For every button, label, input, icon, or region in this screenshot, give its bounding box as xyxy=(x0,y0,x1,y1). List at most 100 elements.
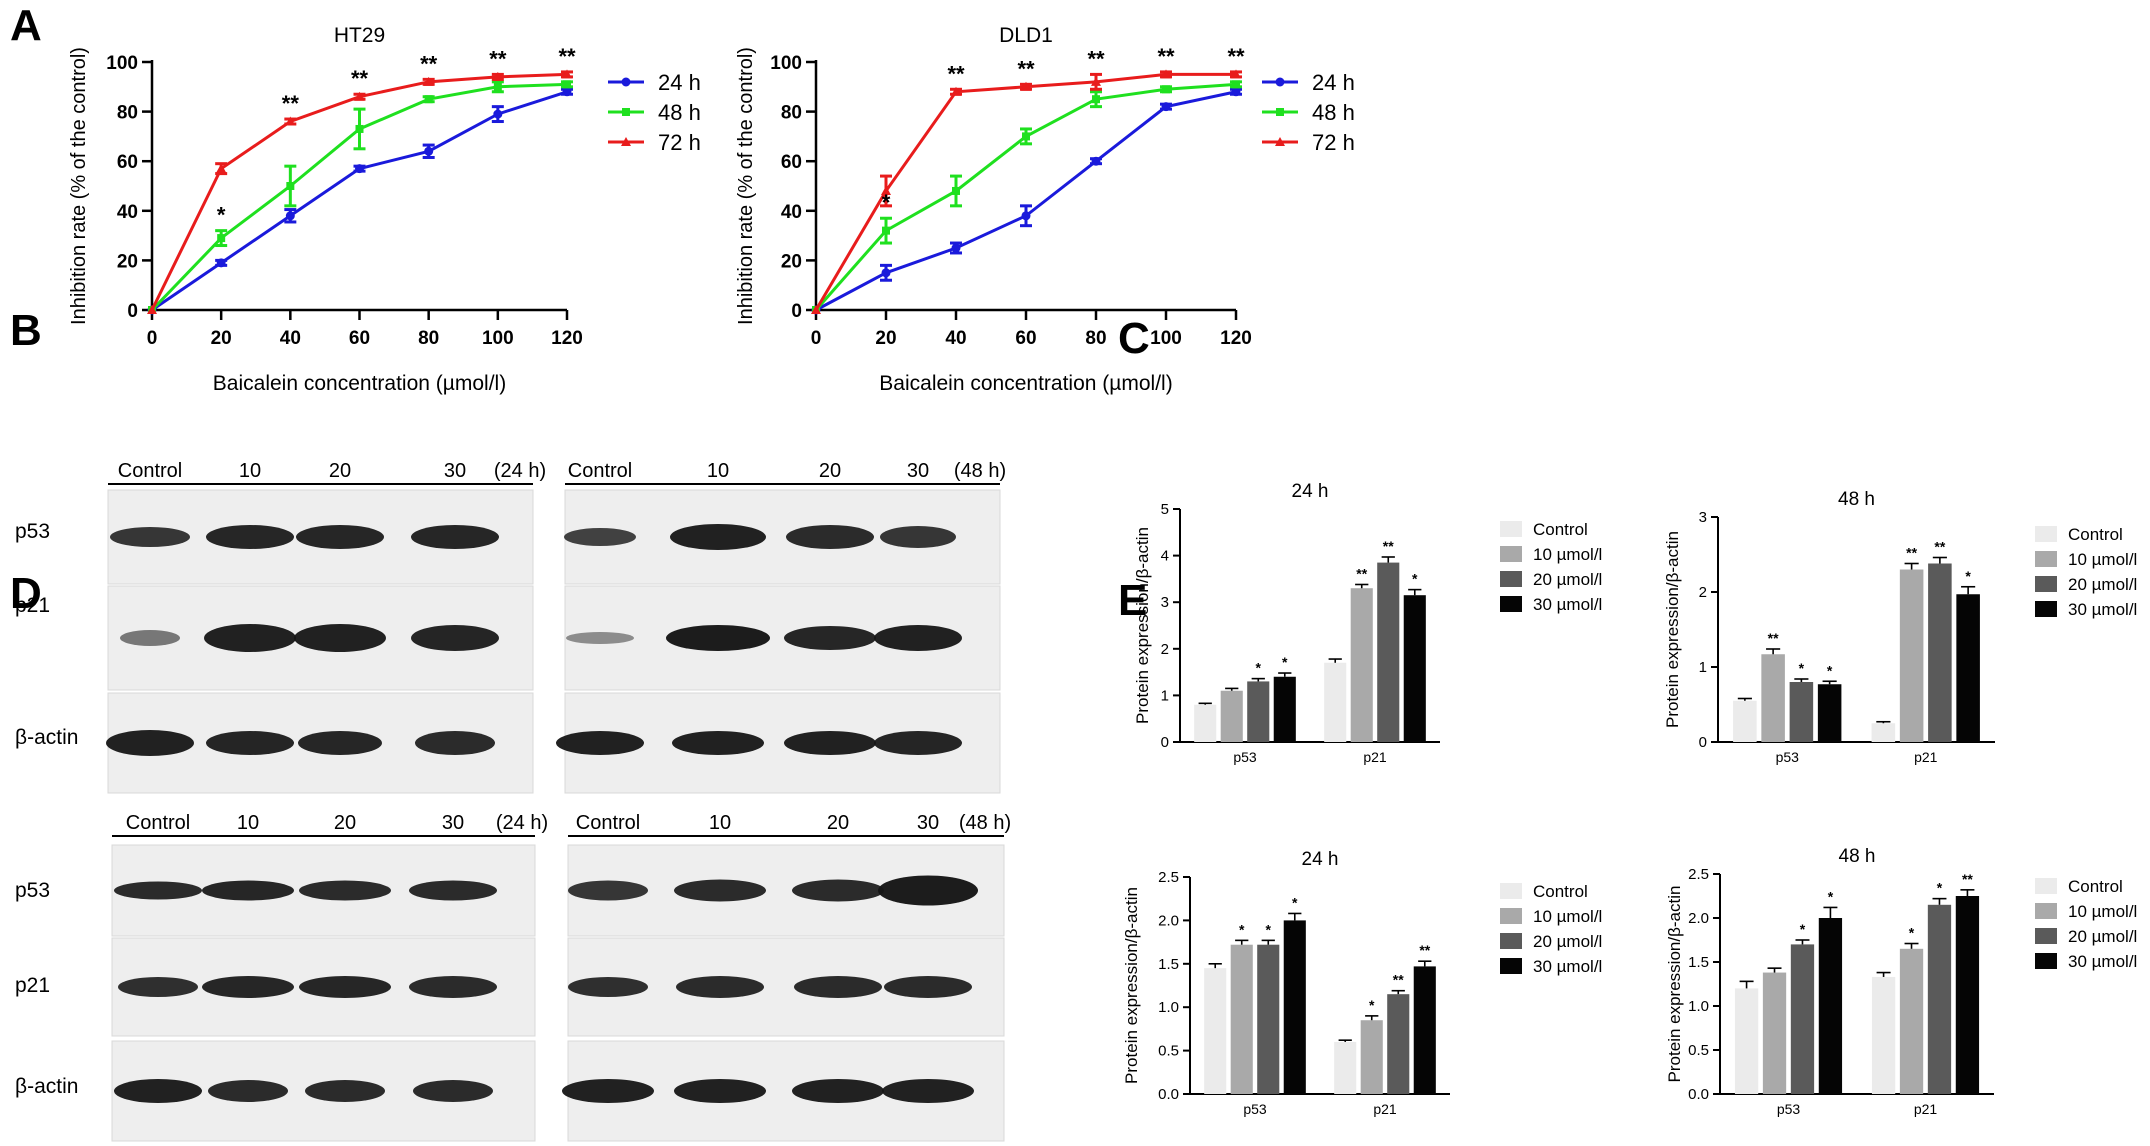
legend-swatch xyxy=(2035,551,2057,567)
panel-letters: A B C D E xyxy=(10,1,1150,625)
data-point xyxy=(881,185,891,195)
significance-mark: ** xyxy=(282,91,300,116)
chart-title: 24 h xyxy=(1292,481,1329,502)
bar xyxy=(1360,1020,1383,1094)
legend-item: 10 µmol/l xyxy=(2035,550,2137,569)
protein-band xyxy=(110,527,190,547)
significance-mark: ** xyxy=(420,51,438,76)
protein-band xyxy=(882,1079,974,1103)
bar xyxy=(1762,972,1787,1094)
legend-item: 10 µmol/l xyxy=(1500,907,1602,926)
data-point xyxy=(285,211,295,221)
legend-label: 10 µmol/l xyxy=(2068,550,2137,569)
y-tick-label: 20 xyxy=(117,251,138,272)
y-tick-label: 20 xyxy=(781,251,802,272)
legend-item: Control xyxy=(2035,877,2123,896)
data-point xyxy=(355,164,364,174)
legend-swatch xyxy=(1500,883,1522,899)
significance-mark: ** xyxy=(558,44,576,69)
significance-mark: * xyxy=(1292,894,1298,910)
legend-swatch xyxy=(1500,596,1522,612)
data-point xyxy=(1231,69,1241,79)
bar xyxy=(1257,944,1280,1094)
y-tick-label: 1.0 xyxy=(1688,998,1709,1015)
chart-title: 24 h xyxy=(1302,849,1339,870)
protein-band xyxy=(792,1079,884,1103)
data-point xyxy=(286,182,295,190)
significance-mark: ** xyxy=(1383,538,1394,554)
data-point xyxy=(952,186,960,195)
blot-D_left: Control 10 20 30 (24 h) xyxy=(111,812,548,1142)
y-axis-label: Inhibition rate (% of the control) xyxy=(735,47,757,325)
significance-mark: ** xyxy=(489,46,507,71)
bar xyxy=(1334,1041,1357,1094)
lane-label: Control xyxy=(568,460,632,482)
bar xyxy=(1283,920,1306,1094)
data-point xyxy=(1231,87,1241,97)
y-tick-label: 60 xyxy=(781,152,802,173)
legend-swatch xyxy=(1500,958,1522,974)
line-chart-A-HT29: 0 20 40 60 80 100 0 20 40 60 80 100 120 HT29 Baicalein… xyxy=(68,24,701,395)
significance-mark: * xyxy=(1937,880,1943,896)
category-label: p21 xyxy=(1373,1101,1397,1117)
legend-label: Control xyxy=(2068,525,2123,544)
protein-band xyxy=(792,879,884,902)
legend-item: 30 µmol/l xyxy=(2035,952,2137,971)
series-72h xyxy=(147,69,573,314)
protein-band xyxy=(672,731,764,755)
protein-band xyxy=(409,880,497,901)
data-point xyxy=(354,91,365,101)
legend-marker xyxy=(621,77,631,87)
time-label: (24 h) xyxy=(494,460,546,482)
bar xyxy=(1733,700,1757,742)
bar xyxy=(1413,966,1436,1094)
significance-mark: * xyxy=(1799,660,1805,676)
x-tick-label: 60 xyxy=(349,328,370,349)
legend-item: 10 µmol/l xyxy=(1500,545,1602,564)
y-tick-label: 0.5 xyxy=(1158,1043,1179,1060)
x-axis-label: Baicalein concentration (µmol/l) xyxy=(879,372,1172,395)
panel-letter-D: D xyxy=(10,569,42,618)
category-label: p53 xyxy=(1243,1101,1267,1117)
significance-mark: * xyxy=(1965,568,1971,584)
protein-band xyxy=(305,1080,385,1102)
data-point xyxy=(216,258,226,268)
bar xyxy=(1956,594,1980,742)
legend-item: 48 h xyxy=(608,100,701,125)
category-label: p21 xyxy=(1914,1101,1938,1117)
lane-label: 20 xyxy=(334,812,356,834)
legend-label: 20 µmol/l xyxy=(1533,570,1602,589)
protein-band xyxy=(202,880,294,901)
y-axis-label: Protein expression/β-actin xyxy=(1133,527,1152,724)
protein-band xyxy=(296,525,384,549)
protein-band xyxy=(874,625,962,651)
category-label: p21 xyxy=(1363,749,1387,765)
y-axis-label: Protein expression/β-actin xyxy=(1663,531,1682,728)
legend-swatch xyxy=(1500,933,1522,949)
significance-mark: * xyxy=(1909,925,1915,941)
legend-label: 72 h xyxy=(658,130,701,155)
bar xyxy=(1387,994,1410,1094)
legend-label: 48 h xyxy=(658,100,701,125)
data-point xyxy=(147,305,157,314)
x-tick-label: 100 xyxy=(1150,328,1182,349)
x-tick-label: 80 xyxy=(418,328,439,349)
protein-band xyxy=(676,976,764,998)
protein-band xyxy=(208,1080,288,1102)
bar xyxy=(1204,968,1227,1094)
time-label: (48 h) xyxy=(959,812,1011,834)
panel-letter-E: E xyxy=(1118,576,1147,625)
y-axis-label: Inhibition rate (% of the control) xyxy=(68,47,90,325)
protein-band xyxy=(786,525,874,549)
data-point xyxy=(424,95,433,104)
y-tick-label: 0 xyxy=(1161,734,1169,751)
y-tick-label: 0 xyxy=(1699,734,1707,751)
legend-label: 20 µmol/l xyxy=(2068,927,2137,946)
legend-label: 24 h xyxy=(1312,70,1355,95)
row-label: p53 xyxy=(15,879,50,902)
data-point xyxy=(355,124,364,133)
panel-letter-A: A xyxy=(10,1,42,50)
y-tick-label: 5 xyxy=(1161,501,1169,518)
series-24h xyxy=(147,87,573,315)
